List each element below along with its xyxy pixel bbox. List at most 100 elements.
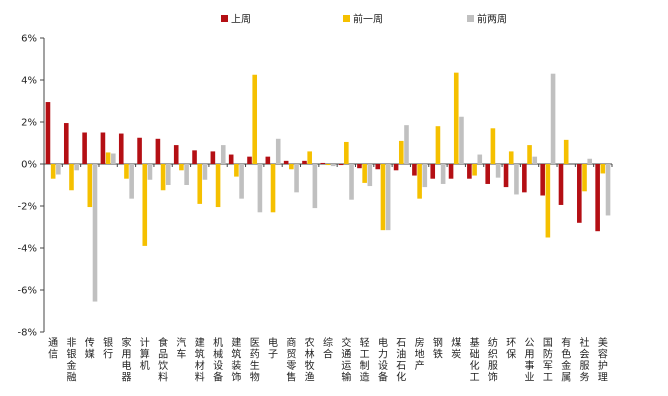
bar-2 [270, 164, 276, 213]
x-tick-label: 交通运输 [341, 336, 351, 384]
bar-1 [375, 164, 381, 170]
bar-2 [527, 145, 532, 164]
bar-2 [307, 151, 312, 164]
bar-3 [532, 156, 538, 164]
bar-1 [265, 156, 271, 164]
x-tick-label: 纺织服饰 [488, 336, 498, 384]
bar-2 [545, 164, 551, 238]
bar-2 [472, 164, 477, 176]
bar-1 [595, 164, 600, 232]
bar-3 [147, 164, 153, 180]
x-tick-label: 美容护理 [598, 336, 608, 384]
bar-1 [485, 164, 491, 184]
legend-swatch-1 [221, 15, 228, 22]
bar-1 [100, 132, 106, 164]
bar-3 [129, 164, 134, 199]
x-tick-label: 钢铁 [433, 336, 443, 361]
bar-1 [430, 164, 436, 179]
bar-3 [165, 164, 171, 185]
bar-2 [582, 164, 587, 192]
bar-2 [344, 141, 349, 164]
bar-3 [385, 164, 391, 231]
x-tick-label: 建筑材料 [195, 336, 205, 384]
bar-1 [448, 164, 454, 179]
bar-2 [417, 164, 422, 199]
bar-3 [275, 138, 281, 164]
y-tick-label: -4% [18, 244, 37, 255]
bar-1 [522, 164, 527, 193]
bar-2 [600, 164, 606, 174]
bar-1 [540, 164, 545, 196]
x-tick-label: 综合 [323, 336, 333, 361]
bar-3 [404, 125, 409, 164]
bar-3 [349, 164, 354, 200]
x-tick-label: 汽车 [176, 336, 186, 361]
bar-2 [380, 164, 386, 231]
y-tick-label: 2% [21, 118, 37, 129]
legend-label-2: 前一周 [353, 13, 383, 26]
bar-2 [215, 164, 221, 208]
bar-2 [142, 164, 148, 246]
bar-1 [393, 164, 399, 171]
bar-3 [312, 164, 318, 209]
bar-1 [577, 164, 582, 223]
x-tick-label: 机械设备 [213, 336, 223, 384]
bar-2 [179, 164, 184, 171]
bar-2 [234, 164, 239, 177]
bar-1 [155, 138, 161, 164]
bar-1 [228, 154, 234, 164]
y-tick-label: 6% [21, 34, 37, 45]
bar-2 [325, 164, 331, 166]
x-tick-label: 非银金融 [66, 337, 76, 384]
bar-3 [294, 164, 299, 193]
x-tick-label: 煤炭 [451, 336, 461, 361]
bar-2 [490, 128, 496, 164]
legend-label-3: 前两周 [477, 13, 507, 26]
bar-3 [605, 164, 611, 216]
legend-swatch-2 [343, 15, 350, 22]
bar-1 [467, 164, 472, 179]
x-tick-label: 有色金属 [561, 336, 571, 384]
y-tick-label: -6% [18, 286, 37, 297]
bar-2 [453, 72, 459, 164]
bar-1 [338, 164, 344, 166]
x-tick-label: 计算机 [140, 336, 150, 372]
bar-2 [289, 164, 294, 170]
bar-2 [435, 126, 441, 164]
bar-1 [82, 132, 87, 164]
x-tick-label: 食品饮料 [158, 336, 168, 384]
bar-1 [283, 160, 289, 164]
bar-1 [302, 160, 307, 164]
bar-3 [477, 154, 483, 164]
bar-1 [173, 145, 179, 164]
bar-3 [495, 164, 501, 178]
y-tick-label: 4% [21, 76, 37, 87]
x-axis-labels: 通信非银金融传媒银行家用电器计算机食品饮料汽车建筑材料机械设备建筑装饰医药生物电… [48, 336, 608, 384]
bar-3 [440, 164, 446, 184]
bar-1 [45, 102, 51, 164]
bar-1 [503, 164, 509, 188]
bar-3 [220, 145, 226, 164]
bar-2 [252, 74, 258, 164]
bar-3 [111, 153, 116, 164]
x-tick-label: 通信 [48, 337, 58, 361]
bar-2 [105, 152, 111, 164]
bar-3 [202, 164, 208, 180]
bar-3 [239, 164, 244, 199]
y-tick-label: 0% [21, 160, 37, 171]
bar-3 [514, 164, 519, 195]
x-tick-label: 石油石化 [396, 338, 406, 384]
bar-2 [50, 164, 56, 179]
bar-1 [412, 164, 417, 176]
bar-2 [398, 140, 404, 164]
x-tick-label: 房地产 [415, 336, 425, 372]
bar-3 [92, 164, 98, 302]
bar-2 [508, 151, 514, 164]
y-tick-label: -2% [18, 202, 37, 213]
x-tick-label: 社会服务 [580, 336, 590, 384]
bar-2 [69, 164, 74, 191]
bar-2 [87, 164, 93, 208]
bar-3 [367, 164, 373, 187]
x-tick-label: 商贸零售 [286, 336, 296, 384]
